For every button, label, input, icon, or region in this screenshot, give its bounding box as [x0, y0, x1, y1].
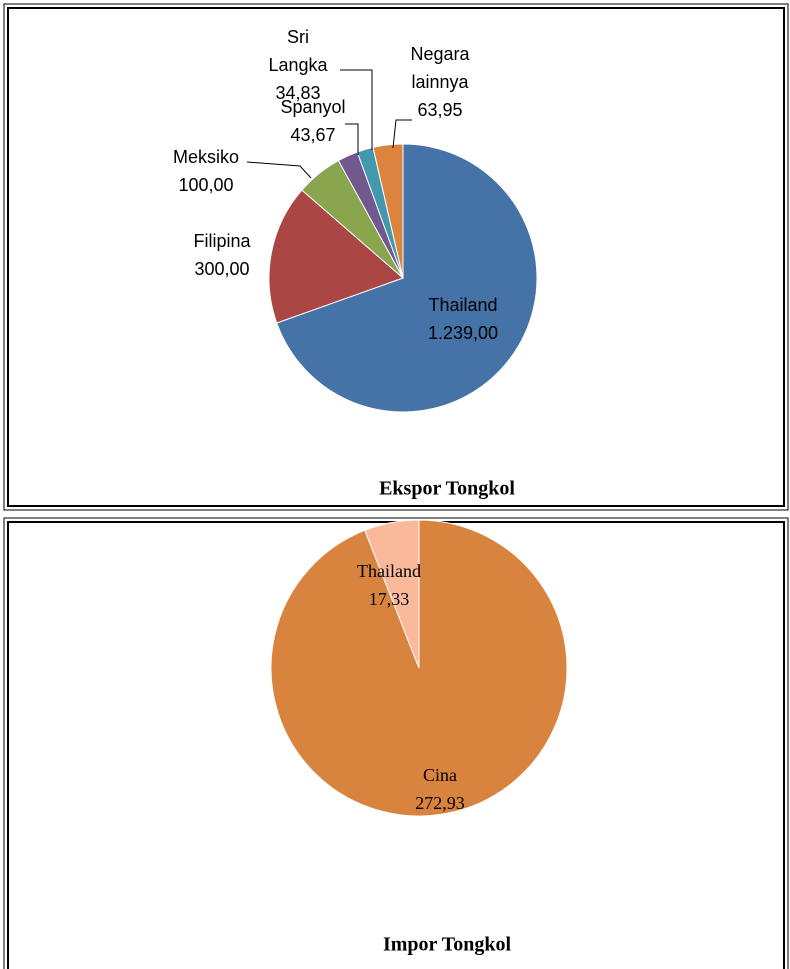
chart-title: Ekspor Tongkol [379, 478, 515, 500]
chart-title: Impor Tongkol [383, 934, 511, 956]
slice-value: 1.239,00 [428, 323, 498, 343]
slice-label: Spanyol [280, 97, 345, 117]
leader-line [246, 161, 312, 179]
slice-label: Negara lainnya [410, 44, 470, 92]
pie-slice [364, 519, 420, 669]
slice-value: 34,83 [275, 83, 320, 103]
slice-value: 272,93 [415, 793, 465, 813]
frame [7, 7, 785, 507]
slice-label: Sri Langka [268, 27, 328, 75]
slice-value: 17,33 [369, 589, 410, 609]
slice-label: Thailand [357, 561, 421, 581]
leader-line [345, 123, 359, 155]
slice-label: Meksiko [173, 147, 239, 167]
frame [3, 3, 789, 511]
slice-label: Filipina [193, 231, 251, 251]
frame [3, 517, 789, 969]
leader-line [340, 69, 373, 150]
slice-value: 100,00 [178, 175, 233, 195]
slice-label: Thailand [428, 295, 497, 315]
leader-line [392, 119, 412, 149]
slice-value: 300,00 [194, 259, 249, 279]
pie-slice [372, 143, 404, 279]
slice-label: Cina [423, 765, 457, 785]
pie-slice [276, 143, 538, 413]
slice-value: 43,67 [290, 125, 335, 145]
slice-value: 63,95 [417, 100, 462, 120]
pie-slice [268, 189, 404, 324]
